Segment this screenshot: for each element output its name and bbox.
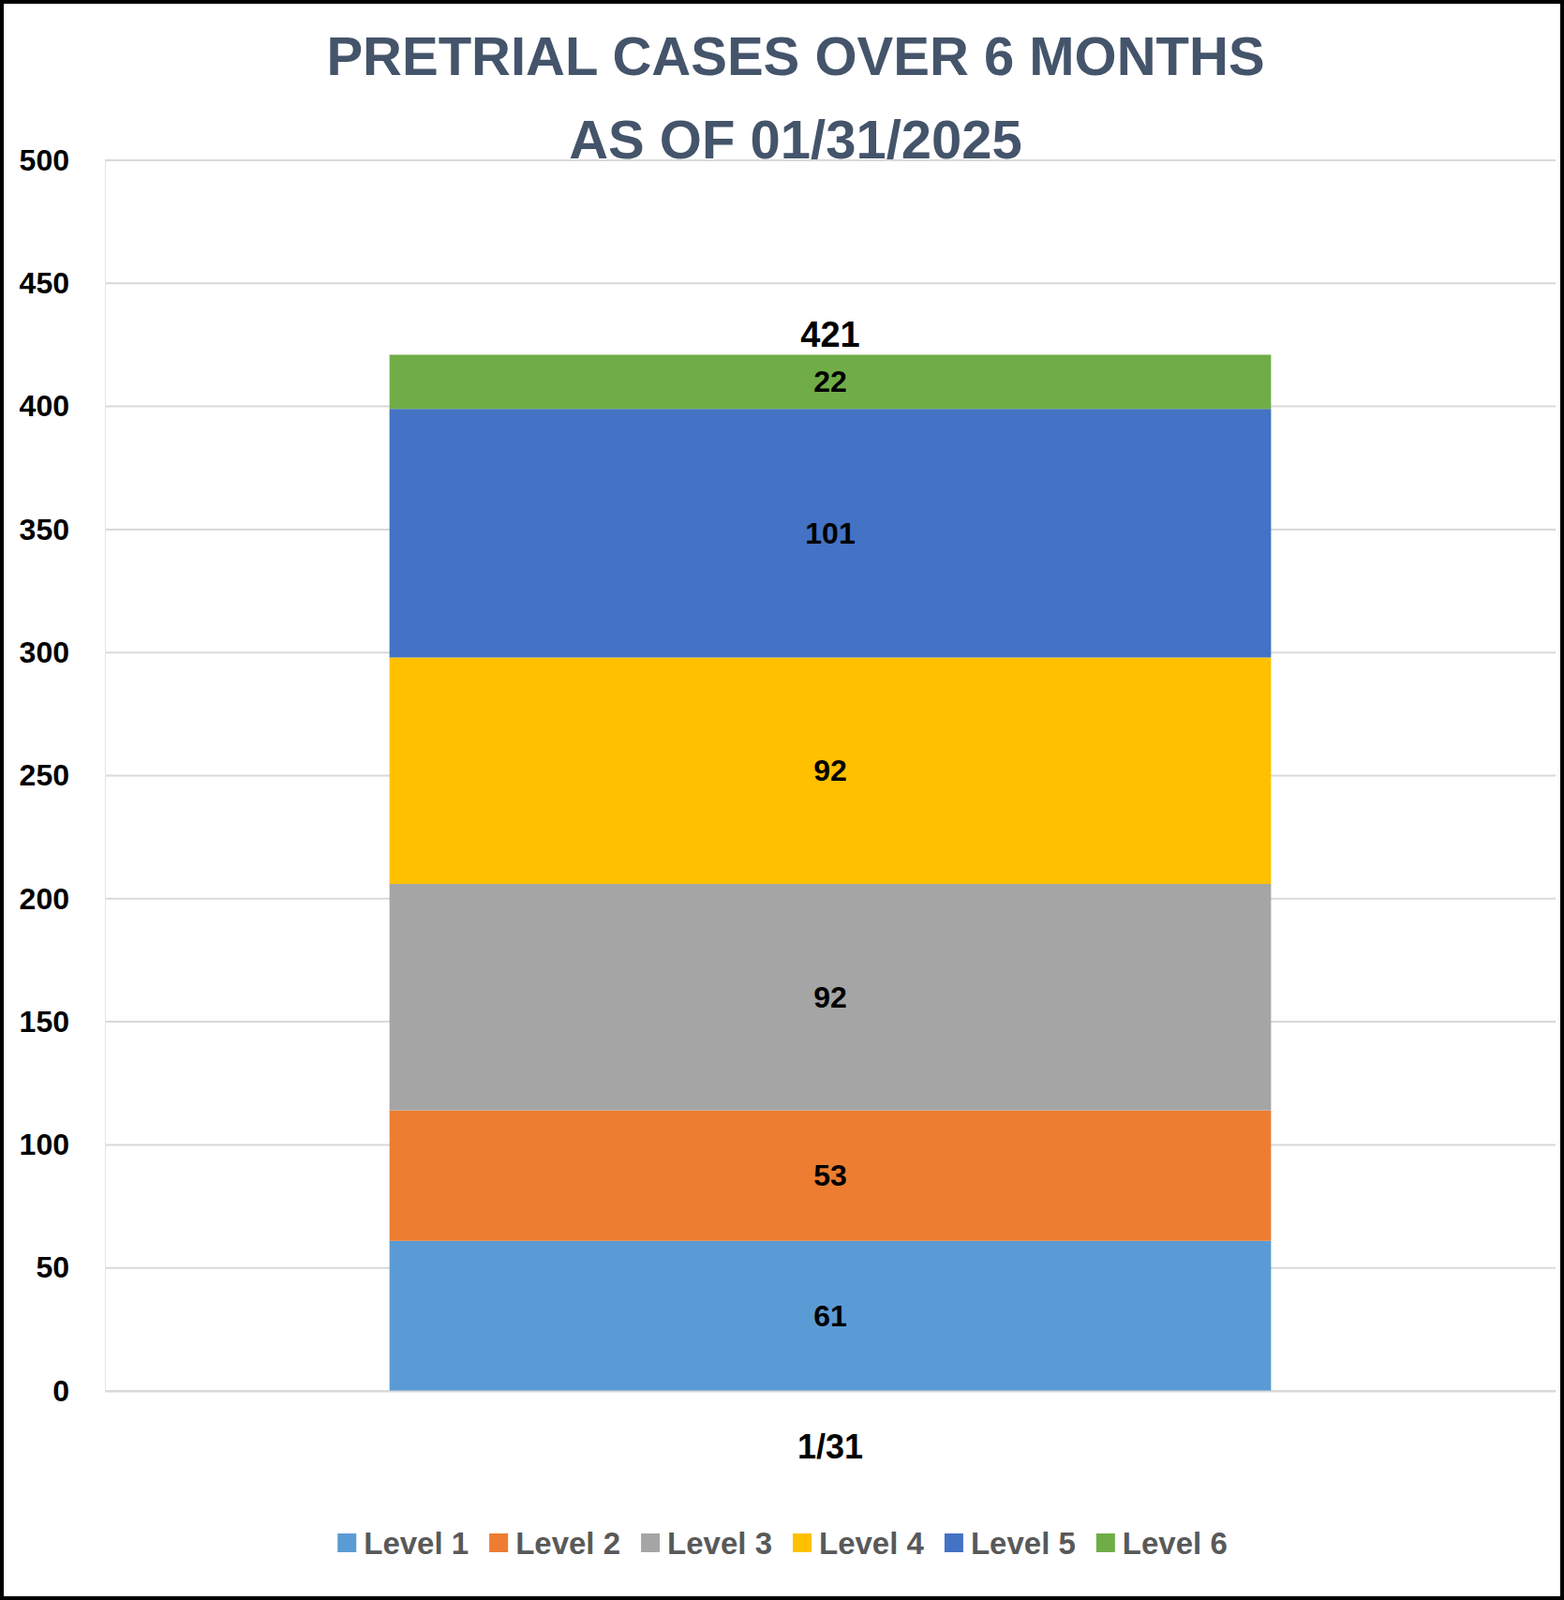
legend-swatch bbox=[337, 1533, 357, 1552]
y-tick: 200 bbox=[19, 881, 105, 916]
bar-segment bbox=[389, 354, 1272, 409]
legend-swatch bbox=[640, 1533, 660, 1552]
y-tick: 350 bbox=[19, 512, 105, 547]
y-tick-label: 0 bbox=[52, 1373, 70, 1408]
legend-label: Level 6 bbox=[1122, 1525, 1228, 1561]
chart: PRETRIAL CASES OVER 6 MONTHSAS OF 01/31/… bbox=[0, 0, 1564, 1600]
y-tick-label: 450 bbox=[19, 266, 70, 300]
legend-label: Level 3 bbox=[667, 1525, 773, 1561]
legend-label: Level 4 bbox=[819, 1525, 925, 1561]
y-tick-label: 500 bbox=[19, 143, 70, 178]
y-tick: 500 bbox=[19, 143, 105, 178]
grid-line bbox=[104, 159, 1556, 162]
grid-line bbox=[104, 282, 1556, 284]
bar-segment bbox=[389, 656, 1272, 884]
y-tick: 300 bbox=[19, 635, 105, 670]
y-tick: 0 bbox=[52, 1373, 105, 1408]
legend-label: Level 2 bbox=[515, 1525, 621, 1561]
y-tick-label: 50 bbox=[35, 1250, 70, 1284]
legend-label: Level 1 bbox=[363, 1525, 469, 1561]
data-labels: 61 53 92 92 101 22 bbox=[804, 364, 855, 1333]
bar-segment bbox=[389, 408, 1272, 657]
y-tick: 100 bbox=[19, 1127, 105, 1162]
data-label: 53 bbox=[813, 1158, 848, 1192]
y-tick: 50 bbox=[35, 1250, 105, 1284]
y-tick-label: 150 bbox=[19, 1004, 70, 1039]
legend-swatch bbox=[1096, 1533, 1116, 1552]
legend-swatch bbox=[489, 1533, 508, 1552]
legend-label: Level 5 bbox=[970, 1525, 1076, 1561]
total-label: 421 bbox=[800, 314, 860, 355]
x-axis-line bbox=[105, 1390, 1557, 1393]
data-label: 92 bbox=[813, 980, 848, 1014]
grid bbox=[104, 160, 1556, 1391]
y-tick-label: 200 bbox=[19, 881, 70, 916]
x-axis: 1/31 bbox=[105, 1390, 1557, 1466]
x-tick: 1/31 bbox=[797, 1390, 864, 1466]
y-tick-label: 300 bbox=[19, 635, 70, 670]
y-axis-line bbox=[104, 161, 106, 1392]
y-tick: 250 bbox=[19, 758, 105, 792]
bar-segment bbox=[389, 1240, 1272, 1391]
y-tick: 450 bbox=[19, 266, 105, 300]
y-axis: 0 50 100 150 200 250 300 350 400 450 500 bbox=[19, 143, 106, 1408]
y-tick-label: 350 bbox=[19, 512, 70, 547]
data-label: 61 bbox=[813, 1298, 848, 1333]
legend-swatch bbox=[792, 1533, 812, 1552]
y-tick: 150 bbox=[19, 1004, 105, 1039]
bar-segment bbox=[389, 1110, 1272, 1241]
legend-swatch bbox=[944, 1533, 964, 1552]
data-label: 22 bbox=[813, 364, 848, 399]
x-tick-label: 1/31 bbox=[797, 1427, 864, 1466]
y-tick: 400 bbox=[19, 388, 105, 423]
legend: Level 1 Level 2 Level 3 Level 4 Level 5 Level… bbox=[337, 1525, 1228, 1561]
data-label: 101 bbox=[804, 516, 855, 551]
y-tick-label: 400 bbox=[19, 388, 70, 423]
y-tick-label: 100 bbox=[19, 1127, 70, 1162]
bars bbox=[389, 354, 1272, 1391]
title: PRETRIAL CASES OVER 6 MONTHS bbox=[326, 25, 1265, 87]
frame bbox=[1, 1, 1563, 1598]
data-label: 92 bbox=[813, 753, 848, 788]
bar-segment bbox=[389, 883, 1272, 1111]
y-tick-label: 250 bbox=[19, 758, 70, 792]
